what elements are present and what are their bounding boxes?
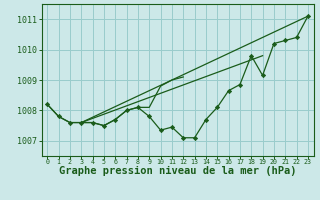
X-axis label: Graphe pression niveau de la mer (hPa): Graphe pression niveau de la mer (hPa) bbox=[59, 166, 296, 176]
